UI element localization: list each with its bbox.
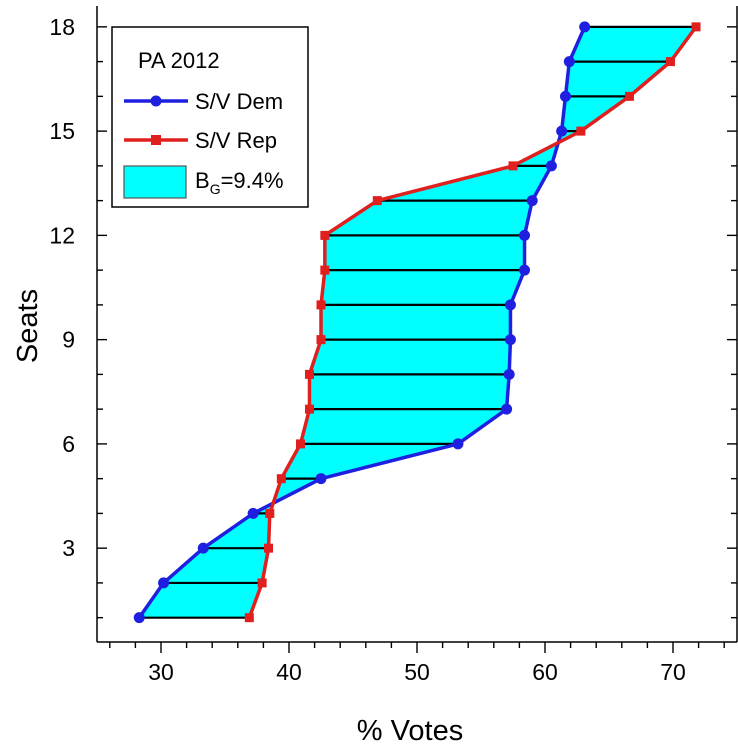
- legend-area-label-rest: =9.4%: [221, 168, 284, 193]
- y-tick-label: 9: [62, 327, 75, 353]
- y-axis-title: Seats: [12, 289, 44, 363]
- dem-point: [563, 56, 575, 68]
- dem-point: [197, 542, 209, 554]
- legend-dem-label: S/V Dem: [195, 89, 283, 114]
- x-tick-label: 60: [532, 659, 558, 685]
- dem-point: [519, 264, 531, 276]
- rep-point: [320, 230, 330, 240]
- legend-rep-marker: [151, 135, 161, 145]
- x-tick-label: 50: [404, 659, 430, 685]
- rep-point: [665, 57, 675, 67]
- rep-point: [624, 91, 634, 101]
- gap-area: [139, 26, 697, 618]
- tick-labels-layer: 30 40 50 60 70 3 6 9 12 15 18: [49, 14, 685, 685]
- legend: PA 2012 S/V Dem S/V Rep BG=9.4%: [111, 26, 309, 208]
- legend-area-swatch: [123, 165, 187, 199]
- rep-point: [304, 404, 314, 414]
- gap-area-layer: [139, 26, 697, 618]
- rep-point: [265, 508, 275, 518]
- rep-point: [244, 613, 254, 623]
- rep-point: [296, 439, 306, 449]
- rep-series-line: [247, 25, 698, 619]
- rep-point: [320, 265, 330, 275]
- x-tick-label: 30: [148, 659, 174, 685]
- series-layer: [133, 21, 701, 624]
- legend-dem-marker: [150, 95, 162, 107]
- rep-point: [576, 126, 586, 136]
- dem-point: [519, 229, 531, 241]
- dem-point: [133, 612, 145, 624]
- rep-point: [316, 300, 326, 310]
- dem-point: [452, 438, 464, 450]
- legend-area-label-base: B: [195, 168, 210, 193]
- rep-point: [276, 474, 286, 484]
- axes-layer: [96, 6, 738, 653]
- dem-point: [556, 125, 568, 137]
- y-tick-label: 18: [49, 14, 75, 40]
- y-tick-label: 15: [49, 118, 75, 144]
- rep-point: [304, 369, 314, 379]
- rep-point: [264, 543, 274, 553]
- dem-point: [545, 160, 557, 172]
- legend-title: PA 2012: [138, 48, 220, 73]
- x-axis-title: % Votes: [357, 715, 463, 747]
- dem-point: [559, 90, 571, 102]
- rep-point: [257, 578, 267, 588]
- y-tick-label: 6: [62, 431, 75, 457]
- x-tick-label: 40: [276, 659, 302, 685]
- y-tick-label: 12: [49, 222, 75, 248]
- dem-point: [526, 195, 538, 207]
- dem-point: [501, 403, 513, 415]
- dem-point: [158, 577, 170, 589]
- rep-point: [691, 22, 701, 32]
- dem-series-line: [137, 26, 587, 619]
- y-tick-label: 3: [62, 535, 75, 561]
- rep-point: [316, 335, 326, 345]
- x-tick-label: 70: [660, 659, 686, 685]
- rep-point: [372, 196, 382, 206]
- connector-lines-layer: [139, 25, 697, 619]
- dem-point: [503, 368, 515, 380]
- dem-point: [504, 334, 516, 346]
- dem-point: [247, 507, 259, 519]
- legend-area-label: BG=9.4%: [195, 168, 284, 197]
- rep-point: [508, 161, 518, 171]
- legend-rep-label: S/V Rep: [195, 128, 277, 153]
- legend-area-label-sub: G: [210, 181, 221, 197]
- dem-point: [579, 21, 591, 33]
- dem-point: [315, 473, 327, 485]
- dem-point: [504, 299, 516, 311]
